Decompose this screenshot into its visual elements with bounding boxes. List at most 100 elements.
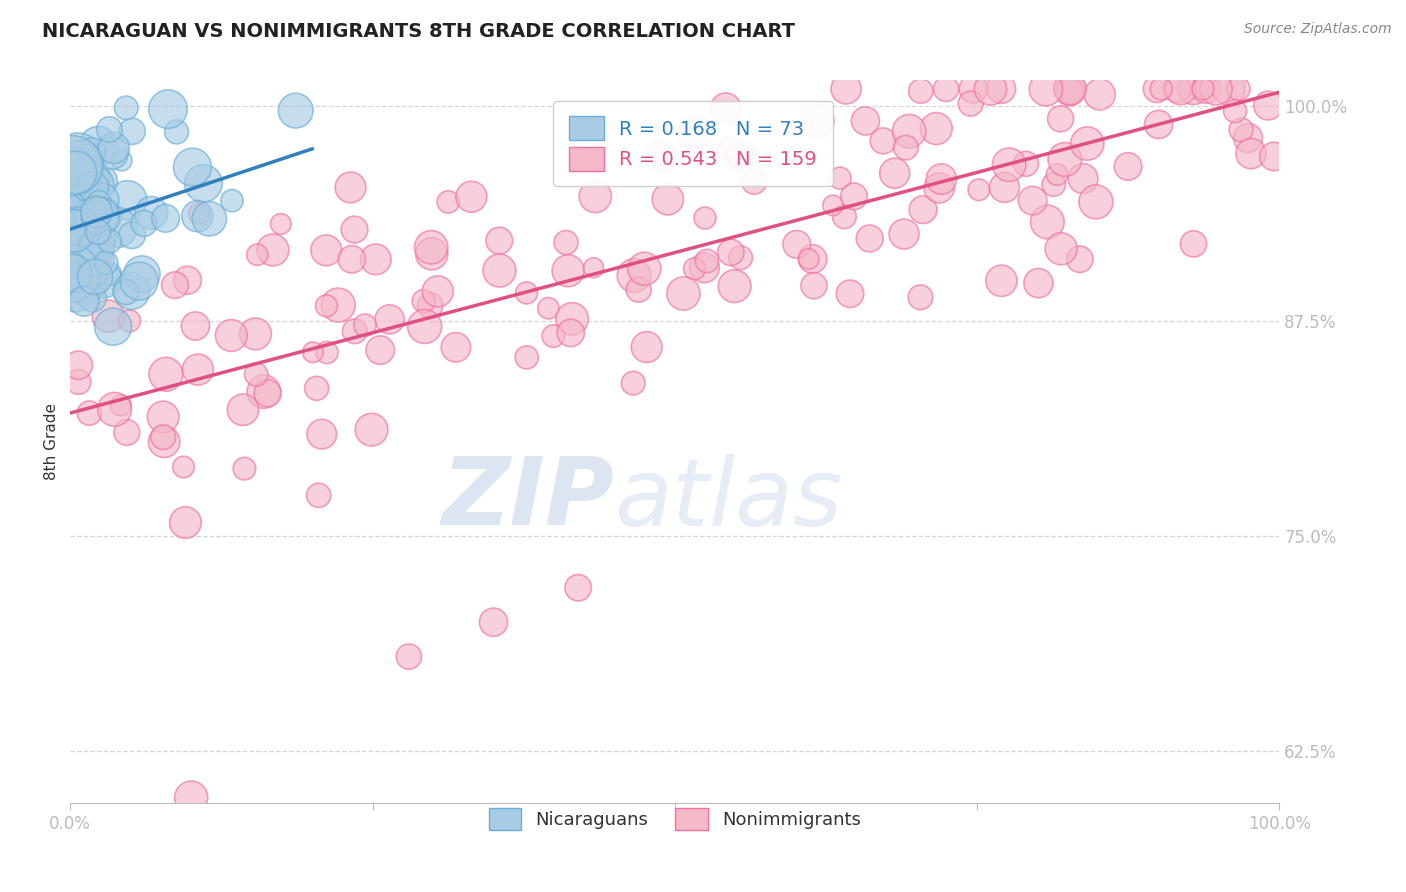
Point xyxy=(86,204,108,219)
Point xyxy=(727,150,749,164)
Point xyxy=(90,193,112,207)
Point xyxy=(398,649,420,664)
Point xyxy=(1257,98,1279,112)
Point xyxy=(152,430,174,444)
Point xyxy=(152,409,174,424)
Point xyxy=(1028,276,1050,290)
Point xyxy=(67,375,90,389)
Point xyxy=(163,278,186,293)
Point xyxy=(364,252,387,267)
Point xyxy=(340,252,363,267)
Point xyxy=(173,460,195,475)
Point xyxy=(284,103,307,118)
Point xyxy=(426,285,449,299)
Point xyxy=(842,189,865,203)
Point xyxy=(184,319,207,334)
Point xyxy=(87,139,110,153)
Point xyxy=(181,160,204,174)
Point xyxy=(103,141,125,155)
Point xyxy=(1195,82,1218,96)
Point xyxy=(623,268,645,283)
Point xyxy=(378,312,401,326)
Point xyxy=(835,82,858,96)
Point xyxy=(176,273,198,287)
Point xyxy=(627,283,650,297)
Point xyxy=(1182,236,1205,251)
Point xyxy=(1021,194,1043,208)
Point xyxy=(786,237,808,252)
Point xyxy=(70,156,93,170)
Text: NICARAGUAN VS NONIMMIGRANTS 8TH GRADE CORRELATION CHART: NICARAGUAN VS NONIMMIGRANTS 8TH GRADE CO… xyxy=(42,22,796,41)
Text: Source: ZipAtlas.com: Source: ZipAtlas.com xyxy=(1244,22,1392,37)
Point xyxy=(672,286,695,301)
Point xyxy=(75,173,97,187)
Point xyxy=(444,340,467,354)
Point xyxy=(166,125,188,139)
Point xyxy=(650,150,672,164)
Legend: Nicaraguans, Nonimmigrants: Nicaraguans, Nonimmigrants xyxy=(481,801,869,837)
Point xyxy=(73,294,96,309)
Point xyxy=(117,194,139,208)
Point xyxy=(100,146,122,161)
Point xyxy=(1053,153,1076,167)
Point xyxy=(111,153,134,168)
Point xyxy=(693,211,716,225)
Point xyxy=(65,165,87,179)
Point xyxy=(1042,178,1064,192)
Point xyxy=(73,275,96,289)
Point xyxy=(1170,82,1192,96)
Point xyxy=(560,326,582,340)
Point xyxy=(121,228,143,243)
Point xyxy=(67,229,90,244)
Point xyxy=(1150,82,1173,96)
Point xyxy=(931,172,953,186)
Point xyxy=(60,180,83,194)
Point xyxy=(66,150,89,164)
Point xyxy=(90,174,112,188)
Point xyxy=(256,386,278,401)
Point xyxy=(79,406,101,420)
Point xyxy=(1069,252,1091,267)
Point xyxy=(187,362,209,376)
Point xyxy=(910,84,932,98)
Point xyxy=(174,516,197,530)
Text: ZIP: ZIP xyxy=(441,453,614,545)
Point xyxy=(343,324,366,338)
Point xyxy=(801,252,824,266)
Point xyxy=(696,254,718,268)
Point xyxy=(186,209,208,223)
Point xyxy=(76,250,98,264)
Point xyxy=(967,183,990,197)
Point xyxy=(935,82,957,96)
Point xyxy=(121,124,143,138)
Point xyxy=(91,209,114,223)
Point xyxy=(121,284,143,298)
Point xyxy=(132,216,155,230)
Point xyxy=(990,274,1012,288)
Point xyxy=(730,251,752,265)
Point xyxy=(60,252,83,266)
Point xyxy=(1147,118,1170,132)
Point xyxy=(1192,82,1215,96)
Point xyxy=(305,381,328,395)
Point xyxy=(621,376,644,390)
Point xyxy=(1205,82,1227,96)
Point xyxy=(1218,82,1240,96)
Point xyxy=(82,179,104,194)
Point xyxy=(683,261,706,276)
Point xyxy=(65,281,87,295)
Point xyxy=(1060,82,1083,96)
Point xyxy=(98,122,121,136)
Point xyxy=(87,225,110,239)
Point xyxy=(75,180,97,194)
Point xyxy=(834,210,856,224)
Point xyxy=(83,241,105,255)
Point xyxy=(1223,104,1246,119)
Point xyxy=(245,326,267,341)
Point xyxy=(115,425,138,440)
Point xyxy=(115,101,138,115)
Point xyxy=(998,158,1021,172)
Point xyxy=(1237,131,1260,145)
Point xyxy=(537,301,560,316)
Point xyxy=(488,234,510,248)
